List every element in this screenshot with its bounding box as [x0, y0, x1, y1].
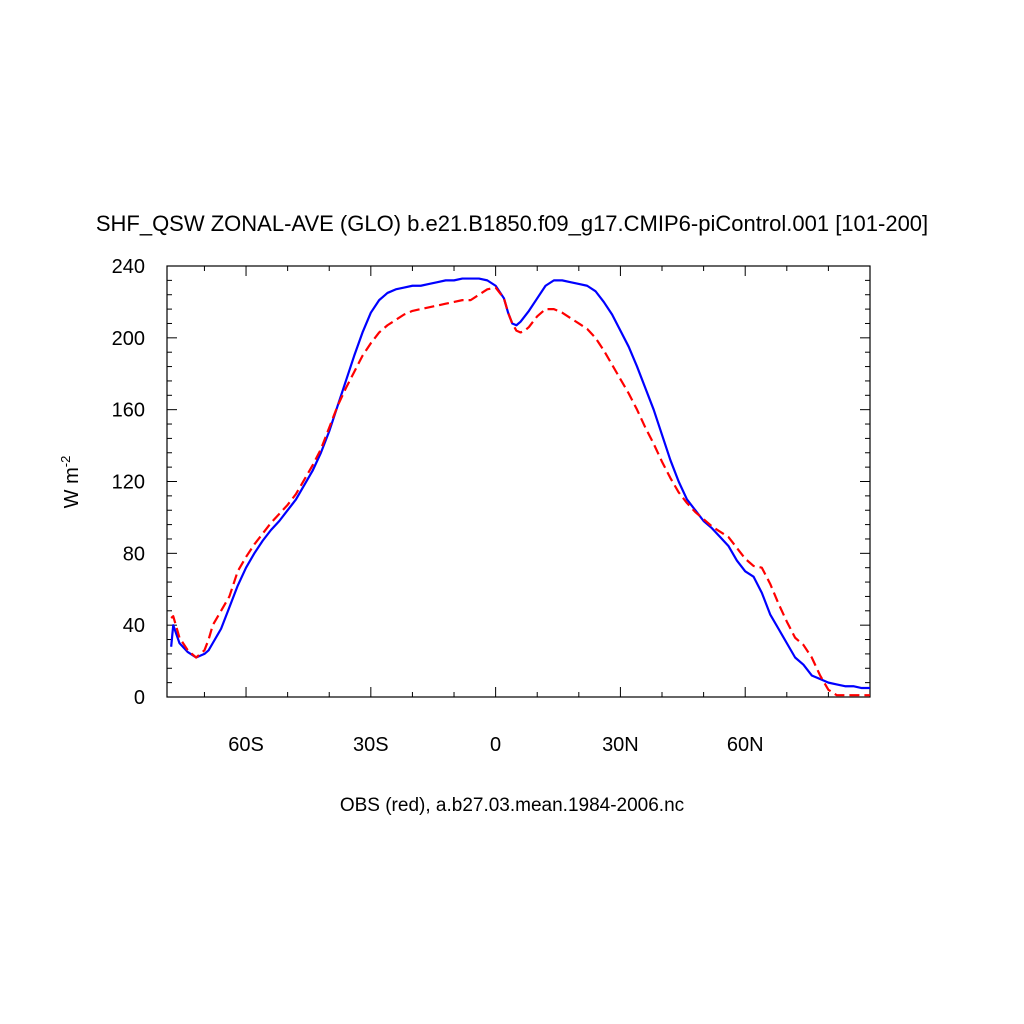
x-tick-label: 0 — [490, 734, 501, 756]
series-line-model — [170, 277, 870, 690]
chart-title: SHF_QSW ZONAL-AVE (GLO) b.e21.B1850.f09_… — [96, 211, 928, 236]
y-axis-label: W m-2 — [58, 456, 83, 509]
y-tick-label: 120 — [112, 472, 145, 494]
x-tick-label: 60S — [228, 734, 264, 756]
y-axis-label-text: W m — [61, 467, 83, 508]
x-tick-label: 60N — [727, 734, 764, 756]
x-tick-label: 30S — [353, 734, 389, 756]
plot-area: 0 40 80 120 160 200 240 60S 30S 0 30N 60N — [112, 256, 871, 756]
y-tick-label: 200 — [112, 328, 145, 350]
series-line-obs — [170, 286, 870, 697]
x-tick-label: 30N — [602, 734, 639, 756]
y-tick-label: 0 — [134, 687, 145, 709]
y-tick-label: 40 — [123, 615, 145, 637]
series-layer — [170, 277, 870, 697]
y-axis-label-superscript: -2 — [58, 456, 73, 468]
y-tick-label: 160 — [112, 400, 145, 422]
y-tick-label: 80 — [123, 543, 145, 565]
x-axis-label: OBS (red), a.b27.03.mean.1984-2006.nc — [340, 795, 684, 816]
y-tick-label: 240 — [112, 256, 145, 278]
y-axis-ticks: 0 40 80 120 160 200 240 — [112, 256, 870, 709]
x-axis-ticks: 60S 30S 0 30N 60N — [203, 266, 829, 756]
